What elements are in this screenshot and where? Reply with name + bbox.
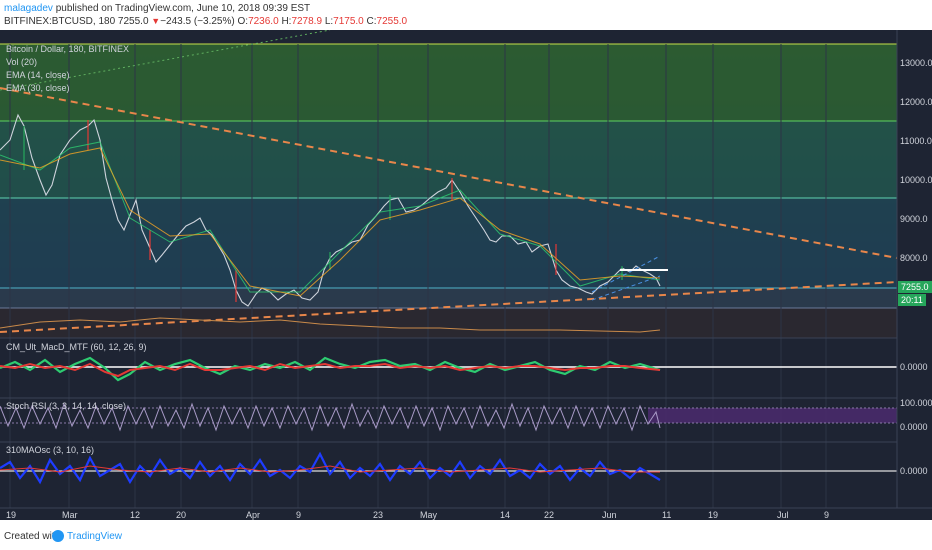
time-axis-label: Apr bbox=[246, 510, 261, 520]
high-label: H: bbox=[281, 16, 292, 27]
ema14-legend[interactable]: EMA (14, close) bbox=[6, 70, 70, 80]
time-axis-label: Jun bbox=[602, 510, 617, 520]
created-with-text: Created with bbox=[4, 531, 61, 542]
symbol-label: BITFINEX:BTCUSD, 180 bbox=[4, 16, 116, 27]
time-axis-label: 12 bbox=[130, 510, 141, 520]
publish-line: malagadev published on TradingView.com, … bbox=[4, 3, 310, 14]
channel-lower bbox=[591, 275, 661, 301]
time-axis-label: 23 bbox=[373, 510, 384, 520]
price-axis-label: 10000.0 bbox=[900, 175, 932, 185]
time-axis-label: 22 bbox=[544, 510, 555, 520]
stoch-legend[interactable]: Stoch RSI (3, 3, 14, 14, close) bbox=[6, 401, 127, 411]
volume-line bbox=[0, 317, 661, 333]
macd-legend[interactable]: CM_Ult_MacD_MTF (60, 12, 26, 9) bbox=[6, 342, 147, 352]
ema30-legend[interactable]: EMA (30, close) bbox=[6, 83, 70, 93]
close-value: 7255.0 bbox=[376, 16, 408, 27]
price-change: −243.5 (−3.25%) bbox=[160, 16, 235, 27]
time-axis-label: May bbox=[420, 510, 438, 520]
time-axis-label: 9 bbox=[824, 510, 830, 520]
macd-axis-label: 0.0000 bbox=[900, 362, 928, 372]
down-arrow-icon: ▼ bbox=[151, 16, 161, 26]
macd-signal-line bbox=[0, 362, 661, 378]
high-value: 7278.9 bbox=[291, 16, 323, 27]
chart-area[interactable]: Bitcoin / Dollar, 180, BITFINEX Vol (20)… bbox=[0, 30, 932, 520]
tradingview-brand-link[interactable]: TradingView bbox=[67, 531, 123, 542]
open-label: O: bbox=[237, 16, 249, 27]
vol-legend[interactable]: Vol (20) bbox=[6, 57, 38, 67]
current-price-tag: 7255.0 bbox=[898, 281, 932, 293]
price-axis-label: 8000.0 bbox=[900, 253, 928, 263]
zone-bottom bbox=[0, 288, 897, 308]
osc-axis-label: 0.0000 bbox=[900, 466, 928, 476]
price-line bbox=[0, 113, 661, 307]
stoch-axis-label: 0.0000 bbox=[900, 422, 928, 432]
time-axis-label: 9 bbox=[296, 510, 302, 520]
stoch-axis-label: 100.0000 bbox=[900, 398, 932, 408]
price-axis-label: 12000.0 bbox=[900, 97, 932, 107]
low-value: 7175.0 bbox=[333, 16, 364, 27]
last-price: 7255.0 bbox=[117, 16, 149, 27]
osc-slow-line bbox=[0, 465, 660, 473]
close-label: C: bbox=[366, 16, 377, 27]
zone-top bbox=[0, 44, 897, 121]
time-axis-label: 19 bbox=[6, 510, 17, 520]
open-value: 7236.0 bbox=[248, 16, 279, 27]
low-label: L: bbox=[324, 16, 334, 27]
osc-fast-line bbox=[0, 451, 661, 485]
channel-upper bbox=[591, 255, 661, 293]
price-axis-label: 11000.0 bbox=[900, 136, 932, 146]
main-legend-title: Bitcoin / Dollar, 180, BITFINEX bbox=[6, 44, 130, 54]
footer: Created with TradingView bbox=[0, 520, 932, 550]
price-axis-label: 13000.0 bbox=[900, 58, 932, 68]
candle-ticks bbox=[23, 120, 623, 302]
ema-14-line bbox=[0, 141, 661, 293]
osc-legend[interactable]: 310MAOsc (3, 10, 16) bbox=[6, 445, 95, 455]
time-axis-label: Mar bbox=[62, 510, 78, 520]
quote-line: BITFINEX:BTCUSD, 180 7255.0 ▼−243.5 (−3.… bbox=[4, 16, 407, 27]
price-axis-label: 9000.0 bbox=[900, 214, 928, 224]
published-text: published on TradingView.com, June 10, 2… bbox=[55, 3, 311, 14]
vertical-grid bbox=[9, 44, 827, 508]
time-axis-label: 11 bbox=[662, 510, 672, 520]
tradingview-logo-icon[interactable] bbox=[52, 530, 64, 542]
ascending-trendline bbox=[0, 281, 898, 333]
time-axis-label: Jul bbox=[777, 510, 789, 520]
stoch-band bbox=[648, 408, 897, 423]
chart-canvas[interactable] bbox=[0, 30, 932, 520]
chart-header: malagadev published on TradingView.com, … bbox=[0, 0, 932, 30]
descending-trendline bbox=[0, 87, 898, 259]
stoch-k-line bbox=[0, 402, 661, 432]
ema-30-line bbox=[0, 147, 661, 297]
time-axis-label: 19 bbox=[708, 510, 719, 520]
time-axis-label: 20 bbox=[176, 510, 187, 520]
dotted-trendline bbox=[0, 30, 331, 91]
time-axis-label: 14 bbox=[500, 510, 511, 520]
author-link[interactable]: malagadev bbox=[4, 3, 53, 14]
bar-countdown-tag: 20:11 bbox=[898, 294, 926, 306]
